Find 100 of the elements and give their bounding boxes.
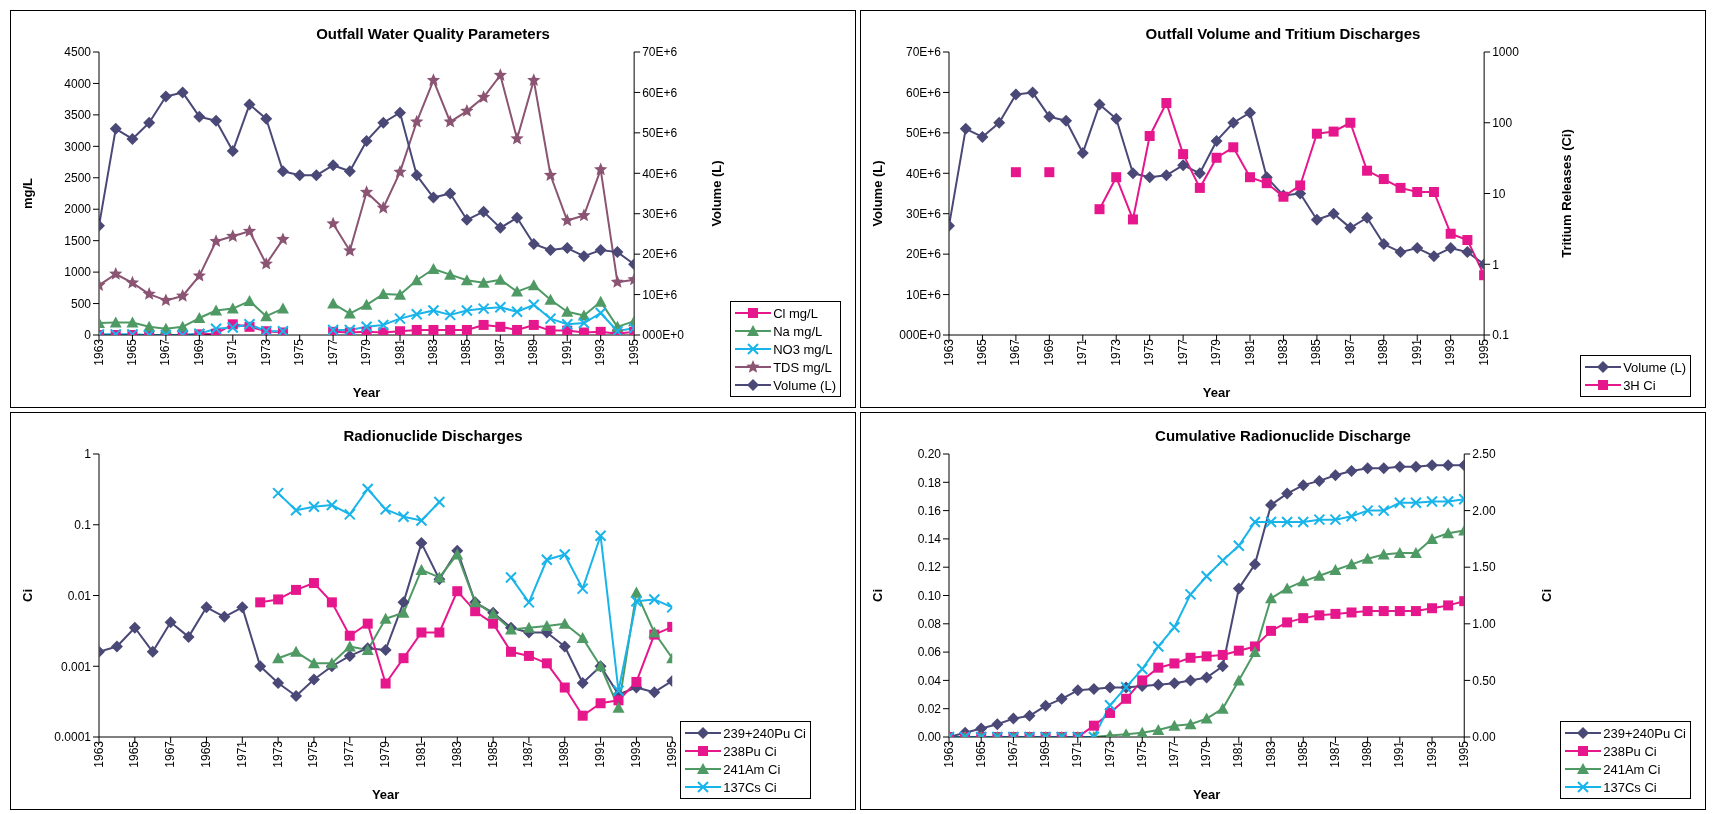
chart-title: Cumulative Radionuclide Discharge: [1154, 427, 1412, 444]
x-tick-label: 1963: [941, 338, 956, 366]
y2-tick-label: 2.00: [1472, 503, 1496, 518]
x-tick-label: 1981: [1242, 338, 1257, 366]
x-tick-label: 1987: [1342, 338, 1357, 366]
y2-axis-title: Tritium Releases (Ci): [1558, 129, 1574, 258]
y-axis-title: Ci: [19, 589, 35, 602]
y-tick-label: 4500: [64, 45, 92, 60]
y2-tick-label: 1.00: [1472, 617, 1496, 632]
y2-axis-title: Ci: [1538, 589, 1554, 602]
x-tick-label: 1983: [1263, 740, 1278, 768]
y-axis-title: mg/L: [19, 177, 35, 210]
y2-tick-label: 70E+6: [642, 45, 678, 60]
y-tick-label: 3000: [64, 139, 92, 154]
y2-tick-label: 2.50: [1472, 447, 1496, 462]
x-tick-label: 1995: [1476, 338, 1491, 366]
x-axis-title: Year: [352, 385, 381, 400]
x-tick-label: 1993: [1424, 740, 1439, 768]
x-axis-title: Year: [371, 787, 400, 802]
chart-title: Outfall Volume and Tritium Discharges: [1144, 25, 1422, 42]
y2-tick-label: 50E+6: [642, 126, 678, 141]
y-tick-label: 30E+6: [905, 206, 942, 221]
y2-tick-label: 0.00: [1472, 730, 1496, 745]
y2-tick-label: 0.1: [1492, 328, 1510, 343]
y2-tick-label: 100: [1492, 116, 1513, 131]
y2-tick-label: 60E+6: [642, 85, 678, 100]
x-tick-label: 1985: [459, 338, 474, 366]
y-tick-label: 10E+6: [905, 287, 942, 302]
y-tick-label: 0.0001: [54, 730, 92, 745]
legend-label: 241Am Ci: [723, 761, 781, 777]
y-tick-label: 0.01: [67, 588, 92, 603]
y-tick-label: 2000: [64, 202, 92, 217]
legend-label: 3H Ci: [1623, 377, 1656, 393]
x-tick-label: 1989: [557, 740, 572, 768]
y2-tick-label: 1: [1492, 257, 1500, 272]
x-tick-label: 1987: [521, 740, 536, 768]
x-tick-label: 1975: [1134, 740, 1149, 768]
x-tick-label: 1977: [1175, 338, 1190, 366]
y-tick-label: 20E+6: [905, 247, 942, 262]
x-tick-label: 1993: [628, 740, 643, 768]
x-tick-label: 1987: [492, 338, 507, 366]
x-tick-label: 1977: [1166, 740, 1181, 768]
x-tick-label: 1965: [974, 338, 989, 366]
x-tick-label: 1989: [1360, 740, 1375, 768]
x-tick-label: 1985: [1309, 338, 1324, 366]
x-tick-label: 1969: [1041, 338, 1056, 366]
x-tick-label: 1991: [1392, 740, 1407, 768]
y-tick-label: 0.00: [917, 730, 942, 745]
x-tick-label: 1989: [526, 338, 541, 366]
y-tick-label: 3500: [64, 108, 92, 123]
y-tick-label: 0.04: [917, 673, 942, 688]
x-tick-label: 1991: [559, 338, 574, 366]
legend-label: 239+240Pu Ci: [723, 725, 806, 741]
y-tick-label: 0.08: [917, 617, 942, 632]
x-tick-label: 1963: [91, 338, 106, 366]
x-tick-label: 1983: [1275, 338, 1290, 366]
y-tick-label: 0.06: [917, 645, 942, 660]
y2-tick-label: 30E+6: [642, 206, 678, 221]
legend-label: Cl mg/L: [773, 305, 818, 321]
y-tick-label: 0.16: [917, 503, 942, 518]
legend-label: 241Am Ci: [1603, 761, 1661, 777]
x-tick-label: 1993: [1443, 338, 1458, 366]
y-tick-label: 40E+6: [905, 166, 942, 181]
x-tick-label: 1977: [325, 338, 340, 366]
legend-label: TDS mg/L: [773, 359, 832, 375]
y2-tick-label: 0.50: [1472, 673, 1496, 688]
y-tick-label: 0.14: [917, 532, 942, 547]
y-tick-label: 0.02: [917, 701, 942, 716]
x-tick-label: 1973: [270, 740, 285, 768]
x-tick-label: 1973: [1102, 740, 1117, 768]
x-tick-label: 1979: [359, 338, 374, 366]
x-tick-label: 1985: [1295, 740, 1310, 768]
y-tick-label: 1500: [64, 233, 92, 248]
x-tick-label: 1971: [225, 338, 240, 366]
y2-tick-label: 10: [1492, 186, 1506, 201]
y2-tick-label: 40E+6: [642, 166, 678, 181]
x-tick-label: 1969: [191, 338, 206, 366]
y2-tick-label: 000E+0: [642, 328, 685, 343]
x-axis-title: Year: [1192, 787, 1221, 802]
y-tick-label: 0.001: [60, 659, 92, 674]
x-tick-label: 1979: [1209, 338, 1224, 366]
y-tick-label: 0.12: [917, 560, 942, 575]
y-tick-label: 0.10: [917, 588, 942, 603]
x-tick-label: 1991: [593, 740, 608, 768]
y-tick-label: 0: [84, 328, 92, 343]
x-tick-label: 1987: [1327, 740, 1342, 768]
y-tick-label: 0.18: [917, 475, 942, 490]
x-tick-label: 1971: [234, 740, 249, 768]
y2-tick-label: 10E+6: [642, 287, 678, 302]
legend-label: Volume (L): [1623, 359, 1686, 375]
x-tick-label: 1967: [1008, 338, 1023, 366]
x-tick-label: 1995: [626, 338, 641, 366]
x-axis-title: Year: [1202, 385, 1231, 400]
x-tick-label: 1967: [163, 740, 178, 768]
y-tick-label: 70E+6: [905, 45, 942, 60]
y-tick-label: 60E+6: [905, 85, 942, 100]
x-tick-label: 1983: [449, 740, 464, 768]
x-tick-label: 1971: [1070, 740, 1085, 768]
x-tick-label: 1973: [1108, 338, 1123, 366]
y-tick-label: 4000: [64, 76, 92, 91]
